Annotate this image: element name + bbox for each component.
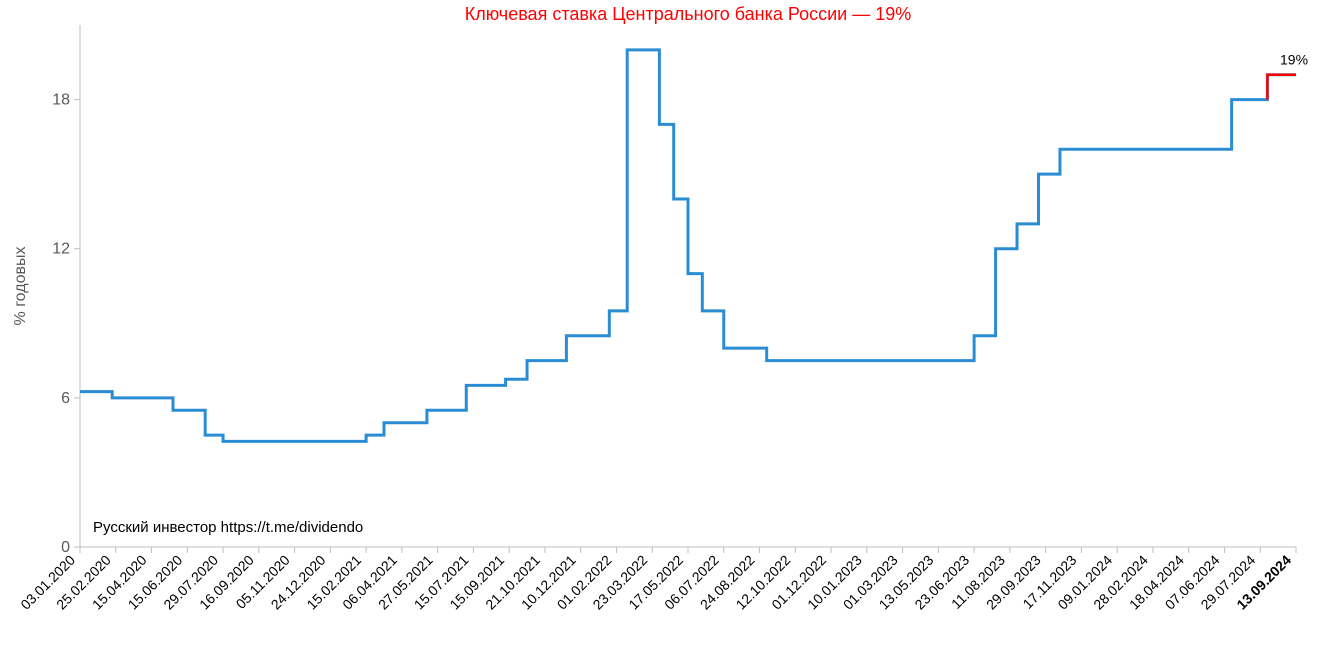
end-value-label: 19% <box>1280 52 1308 68</box>
rate-chart: Ключевая ставка Центрального банка Росси… <box>0 0 1331 652</box>
rate-series-end-marker <box>1267 75 1296 100</box>
y-tick-label: 12 <box>52 241 70 258</box>
rate-series-main <box>80 50 1296 442</box>
y-tick-label: 18 <box>52 92 70 109</box>
chart-title: Ключевая ставка Центрального банка Росси… <box>465 4 912 24</box>
watermark-text: Русский инвестор https://t.me/dividendo <box>93 519 363 536</box>
y-axis-label: % годовых <box>12 247 29 326</box>
y-tick-label: 6 <box>61 390 70 407</box>
chart-container: Ключевая ставка Центрального банка Росси… <box>0 0 1331 652</box>
